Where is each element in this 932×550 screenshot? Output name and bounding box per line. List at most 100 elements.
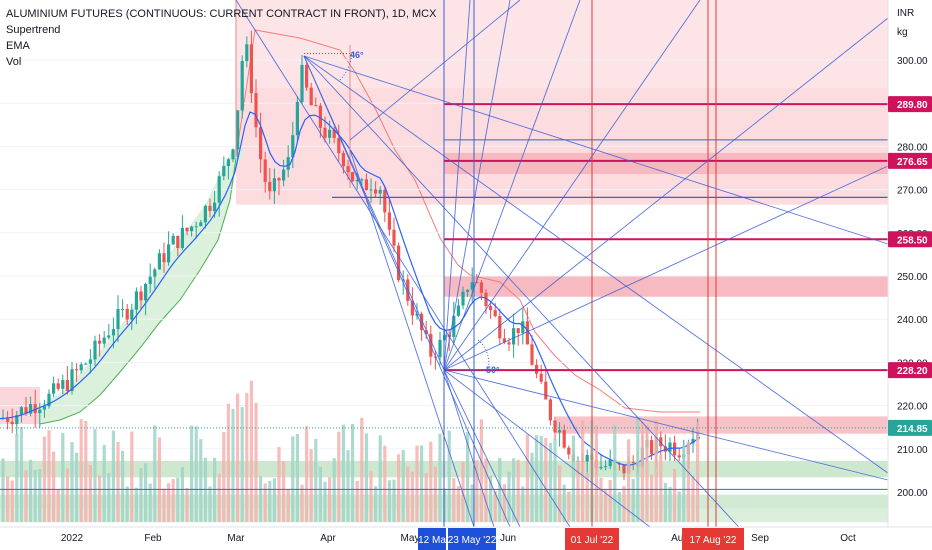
volume-bar — [650, 474, 654, 522]
candle — [272, 178, 276, 192]
candle — [484, 292, 488, 307]
volume-bar — [585, 473, 589, 522]
legend-vol[interactable]: Vol — [6, 56, 22, 68]
legend-ema[interactable]: EMA — [6, 40, 30, 52]
volume-bar — [599, 477, 603, 522]
candle — [254, 93, 258, 128]
volume-bar — [268, 480, 272, 522]
gann-fan-line — [443, 0, 511, 371]
volume-bar — [617, 491, 621, 522]
volume-bar — [535, 435, 539, 522]
volume-bar — [498, 457, 502, 522]
volume-bar — [452, 478, 456, 522]
volume-bar — [502, 484, 506, 522]
x-tick-label: May — [401, 533, 420, 544]
currency-label: INR — [897, 8, 915, 19]
date-badge-label: 01 Jul '22 — [571, 535, 614, 546]
candle — [208, 205, 212, 212]
candle — [341, 153, 345, 167]
candle — [498, 316, 502, 339]
candle — [622, 464, 626, 474]
date-badge — [418, 528, 446, 550]
volume-bar — [29, 459, 33, 522]
candle — [84, 363, 88, 365]
candle — [56, 383, 60, 389]
volume-bar — [185, 487, 189, 522]
volume-bar — [134, 487, 138, 522]
gann-fan-line — [443, 0, 701, 371]
volume-bar — [548, 442, 552, 522]
candle — [222, 166, 226, 177]
volume-bar — [38, 468, 42, 522]
volume-bar — [56, 488, 60, 522]
candle — [456, 305, 460, 316]
candle — [475, 282, 479, 284]
supertrend-down-line — [235, 29, 700, 413]
candle — [38, 409, 42, 414]
candle — [631, 461, 635, 463]
volume-bar — [148, 483, 152, 522]
volume-bar — [305, 426, 309, 522]
candle — [493, 310, 497, 317]
candle — [530, 344, 534, 365]
candle — [305, 64, 309, 88]
y-tick-label: 210.00 — [897, 445, 928, 456]
volume-bar — [332, 458, 336, 522]
candle — [424, 330, 428, 334]
candle — [374, 189, 378, 194]
volume-bar — [369, 471, 373, 522]
volume-bar — [346, 450, 350, 522]
price-label: 228.20 — [897, 366, 928, 377]
volume-bar — [470, 484, 474, 522]
candle — [47, 393, 51, 407]
candle — [562, 430, 566, 448]
volume-bar — [162, 488, 166, 522]
volume-bar — [240, 407, 244, 522]
volume-bar — [217, 473, 221, 522]
y-tick-label: 250.00 — [897, 272, 928, 283]
candle — [148, 276, 152, 284]
price-label-badge — [888, 152, 932, 169]
volume-bar — [406, 466, 410, 522]
candle — [75, 369, 79, 371]
volume-bar — [397, 454, 401, 522]
candle — [521, 321, 525, 334]
volume-bar — [636, 417, 640, 522]
volume-bar — [383, 445, 387, 522]
resistance-zone — [556, 416, 888, 434]
candle — [378, 189, 382, 194]
volume-bar — [157, 437, 161, 522]
candle — [125, 308, 129, 320]
volume-bar — [613, 424, 617, 522]
volume-bar — [79, 419, 83, 522]
volume-bar — [309, 449, 313, 522]
volume-bar — [401, 450, 405, 522]
candle — [268, 181, 272, 192]
volume-bar — [640, 421, 644, 522]
y-tick-label: 280.00 — [897, 142, 928, 153]
volume-bar — [84, 420, 88, 522]
candle — [111, 329, 115, 336]
legend-supertrend[interactable]: Supertrend — [6, 24, 61, 36]
price-label: 289.80 — [897, 100, 928, 111]
candle — [162, 253, 166, 263]
x-tick-label: Sep — [751, 533, 769, 544]
volume-bar — [479, 419, 483, 522]
candle — [134, 291, 138, 310]
volume-bar — [512, 458, 516, 522]
candle — [180, 227, 184, 249]
volume-bar — [70, 442, 74, 522]
volume-bar — [429, 441, 433, 522]
candle — [337, 138, 341, 154]
volume-bar — [466, 431, 470, 522]
volume-bar — [75, 452, 79, 522]
volume-bar — [622, 485, 626, 522]
volume-bar — [686, 441, 690, 522]
gann-fan-line — [443, 0, 581, 371]
gann-fan-line — [443, 369, 495, 528]
candle — [360, 179, 364, 181]
candle — [401, 279, 405, 281]
x-tick-label: Apr — [320, 533, 336, 544]
candle — [226, 159, 230, 167]
